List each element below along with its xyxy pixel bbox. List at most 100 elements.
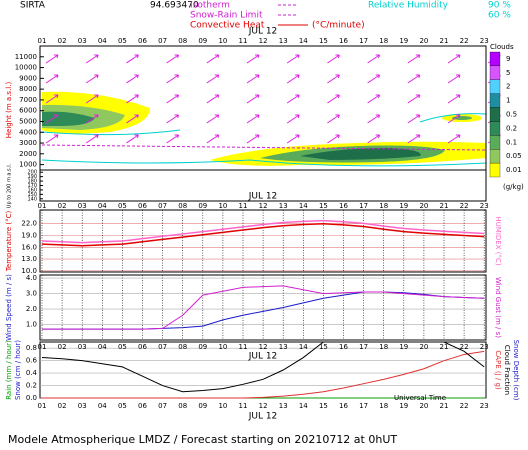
rh-60: 60 % [488, 11, 511, 21]
wind-arrow [126, 94, 139, 104]
legend-swatch [489, 149, 501, 164]
x-tick-label: 14 [299, 37, 308, 45]
date-label: JUL 12 [248, 412, 278, 422]
x-tick-label: 20 [419, 37, 428, 45]
x-tick-label: 06 [138, 37, 147, 45]
rh-contour [41, 113, 487, 167]
x-tick-label: 15 [319, 37, 328, 45]
wind-arrow [45, 134, 59, 144]
x-tick-label: 22 [460, 202, 469, 210]
wind-arrow [206, 54, 220, 64]
footer: Modele Atmospherique LMDZ / Forecast sta… [8, 433, 397, 446]
x-tick-label: 08 [178, 37, 187, 45]
wind-arrow [367, 74, 381, 84]
cloud-area [300, 148, 421, 160]
legend-swatch [489, 51, 501, 67]
x-tick-label: 12 [259, 343, 268, 351]
x-tick-label: 10 [218, 402, 227, 410]
legend-label: 2 [506, 83, 510, 91]
wind-arrow [166, 54, 180, 64]
axis-label: HUMIDEX (°C) [494, 216, 502, 265]
x-tick-label: 12 [259, 402, 268, 410]
x-tick-label: 16 [339, 37, 348, 45]
x-tick-label: 23 [480, 37, 489, 45]
legend-swatch [278, 4, 298, 16]
x-tick-label: 06 [138, 343, 147, 351]
wind-arrow [286, 54, 300, 64]
legend-label: 5 [506, 69, 510, 77]
x-tick-label: 14 [299, 202, 308, 210]
x-tick-label: 12 [259, 202, 268, 210]
x-tick-label: 13 [279, 37, 288, 45]
x-tick-label: 23 [480, 402, 489, 410]
x-tick-label: 03 [78, 402, 87, 410]
x-tick-label: 01 [38, 202, 47, 210]
y-tick-label: 160 [27, 187, 37, 193]
x-tick-label: 04 [98, 343, 107, 351]
y-tick-label: 6000 [19, 107, 37, 115]
date-label: JUL 12 [248, 192, 278, 202]
x-tick-label: 09 [198, 343, 207, 351]
y-tick-label: 10.0 [21, 267, 37, 275]
x-tick-label: 08 [178, 343, 187, 351]
x-tick-label: 10 [218, 37, 227, 45]
x-tick-label: 11 [239, 37, 248, 45]
x-tick-label: 03 [78, 343, 87, 351]
wind-arrow [206, 74, 220, 84]
x-tick-label: 03 [78, 37, 87, 45]
x-tick-label: 02 [58, 37, 67, 45]
x-tick-label: 18 [379, 202, 388, 210]
wind-arrow [45, 94, 59, 104]
wind-arrow [286, 74, 300, 84]
x-tick-label: 07 [158, 402, 167, 410]
y-tick-label: 13.0 [21, 255, 37, 263]
snow-rain-label: Snow-Rain Limit [190, 11, 263, 21]
y-tick-label: 10000 [15, 64, 37, 72]
y-tick-label: 4.0 [26, 274, 37, 282]
wind-arrow [407, 74, 421, 84]
x-tick-label: 19 [399, 402, 408, 410]
isotherm-line [41, 144, 487, 151]
x-tick-label: 10 [218, 202, 227, 210]
y-tick-label: 8000 [19, 85, 37, 93]
axis-label: Wind Gust (m / s) [494, 277, 502, 338]
x-tick-label: 10 [218, 343, 227, 351]
y-tick-label: 1.0 [26, 321, 37, 329]
x-tick-label: 09 [198, 37, 207, 45]
rh-90: 90 % [488, 1, 511, 11]
wind-arrow [447, 54, 461, 64]
wind-arrow [447, 114, 461, 124]
wind-arrow [286, 134, 300, 144]
y-tick-label: 2.0 [26, 305, 37, 313]
wind-arrow [246, 114, 260, 124]
wind-arrow [407, 54, 421, 64]
y-tick-label: 16.0 [21, 243, 37, 251]
x-tick-label: 17 [359, 402, 368, 410]
x-tick-label: 01 [38, 343, 47, 351]
wind-arrow [45, 54, 59, 64]
wind-arrow [286, 114, 300, 124]
wind-arrow [447, 134, 461, 144]
x-tick-label: 17 [359, 343, 368, 351]
y-tick-label: 180 [27, 179, 37, 185]
x-tick-label: 04 [98, 402, 107, 410]
axis-label: Height (m a.s.l.) [5, 82, 13, 139]
series-line [42, 285, 485, 330]
wind-arrow [447, 74, 461, 84]
date-label: JUL 12 [248, 27, 278, 37]
x-tick-label: 08 [178, 402, 187, 410]
x-tick-label: 08 [178, 202, 187, 210]
x-tick-label: 19 [399, 37, 408, 45]
y-tick-label: 200 [27, 170, 37, 176]
wind-arrow [246, 94, 260, 104]
wind-arrow [327, 114, 340, 124]
x-tick-label: 18 [379, 37, 388, 45]
x-tick-label: 18 [379, 343, 388, 351]
x-tick-label: 04 [98, 202, 107, 210]
legend-label: 0.1 [506, 138, 517, 146]
wind-arrow [166, 74, 180, 84]
legend-label: 0.2 [506, 124, 517, 132]
y-tick-label: 0.0 [26, 394, 37, 402]
y-tick-label: 11000 [15, 53, 37, 61]
